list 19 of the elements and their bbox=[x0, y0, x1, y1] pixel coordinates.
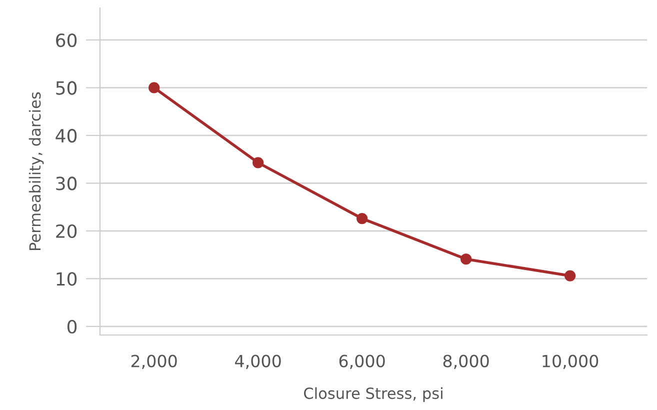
y-tick-label: 20 bbox=[56, 224, 77, 238]
y-axis-title: Permeability, darcies bbox=[28, 92, 44, 250]
y-tick-label: 30 bbox=[56, 176, 77, 190]
x-tick-label: 10,000 bbox=[542, 354, 598, 370]
y-tick-label: 50 bbox=[56, 81, 77, 95]
point bbox=[148, 82, 160, 94]
y-tick-label: 40 bbox=[56, 128, 77, 143]
x-tick-label: 2,000 bbox=[131, 354, 177, 370]
y-tick-label: 60 bbox=[56, 33, 77, 48]
point bbox=[460, 254, 472, 265]
y-tick-label: 0 bbox=[67, 320, 77, 334]
x-tick-label: 6,000 bbox=[339, 354, 385, 370]
point bbox=[564, 270, 576, 282]
point bbox=[356, 212, 368, 224]
x-tick-label: 4,000 bbox=[235, 354, 281, 370]
y-tick-label: 10 bbox=[56, 272, 77, 286]
x-axis-title: Closure Stress, psi bbox=[304, 387, 442, 402]
point bbox=[252, 157, 264, 168]
x-tick-label: 8,000 bbox=[443, 354, 489, 370]
